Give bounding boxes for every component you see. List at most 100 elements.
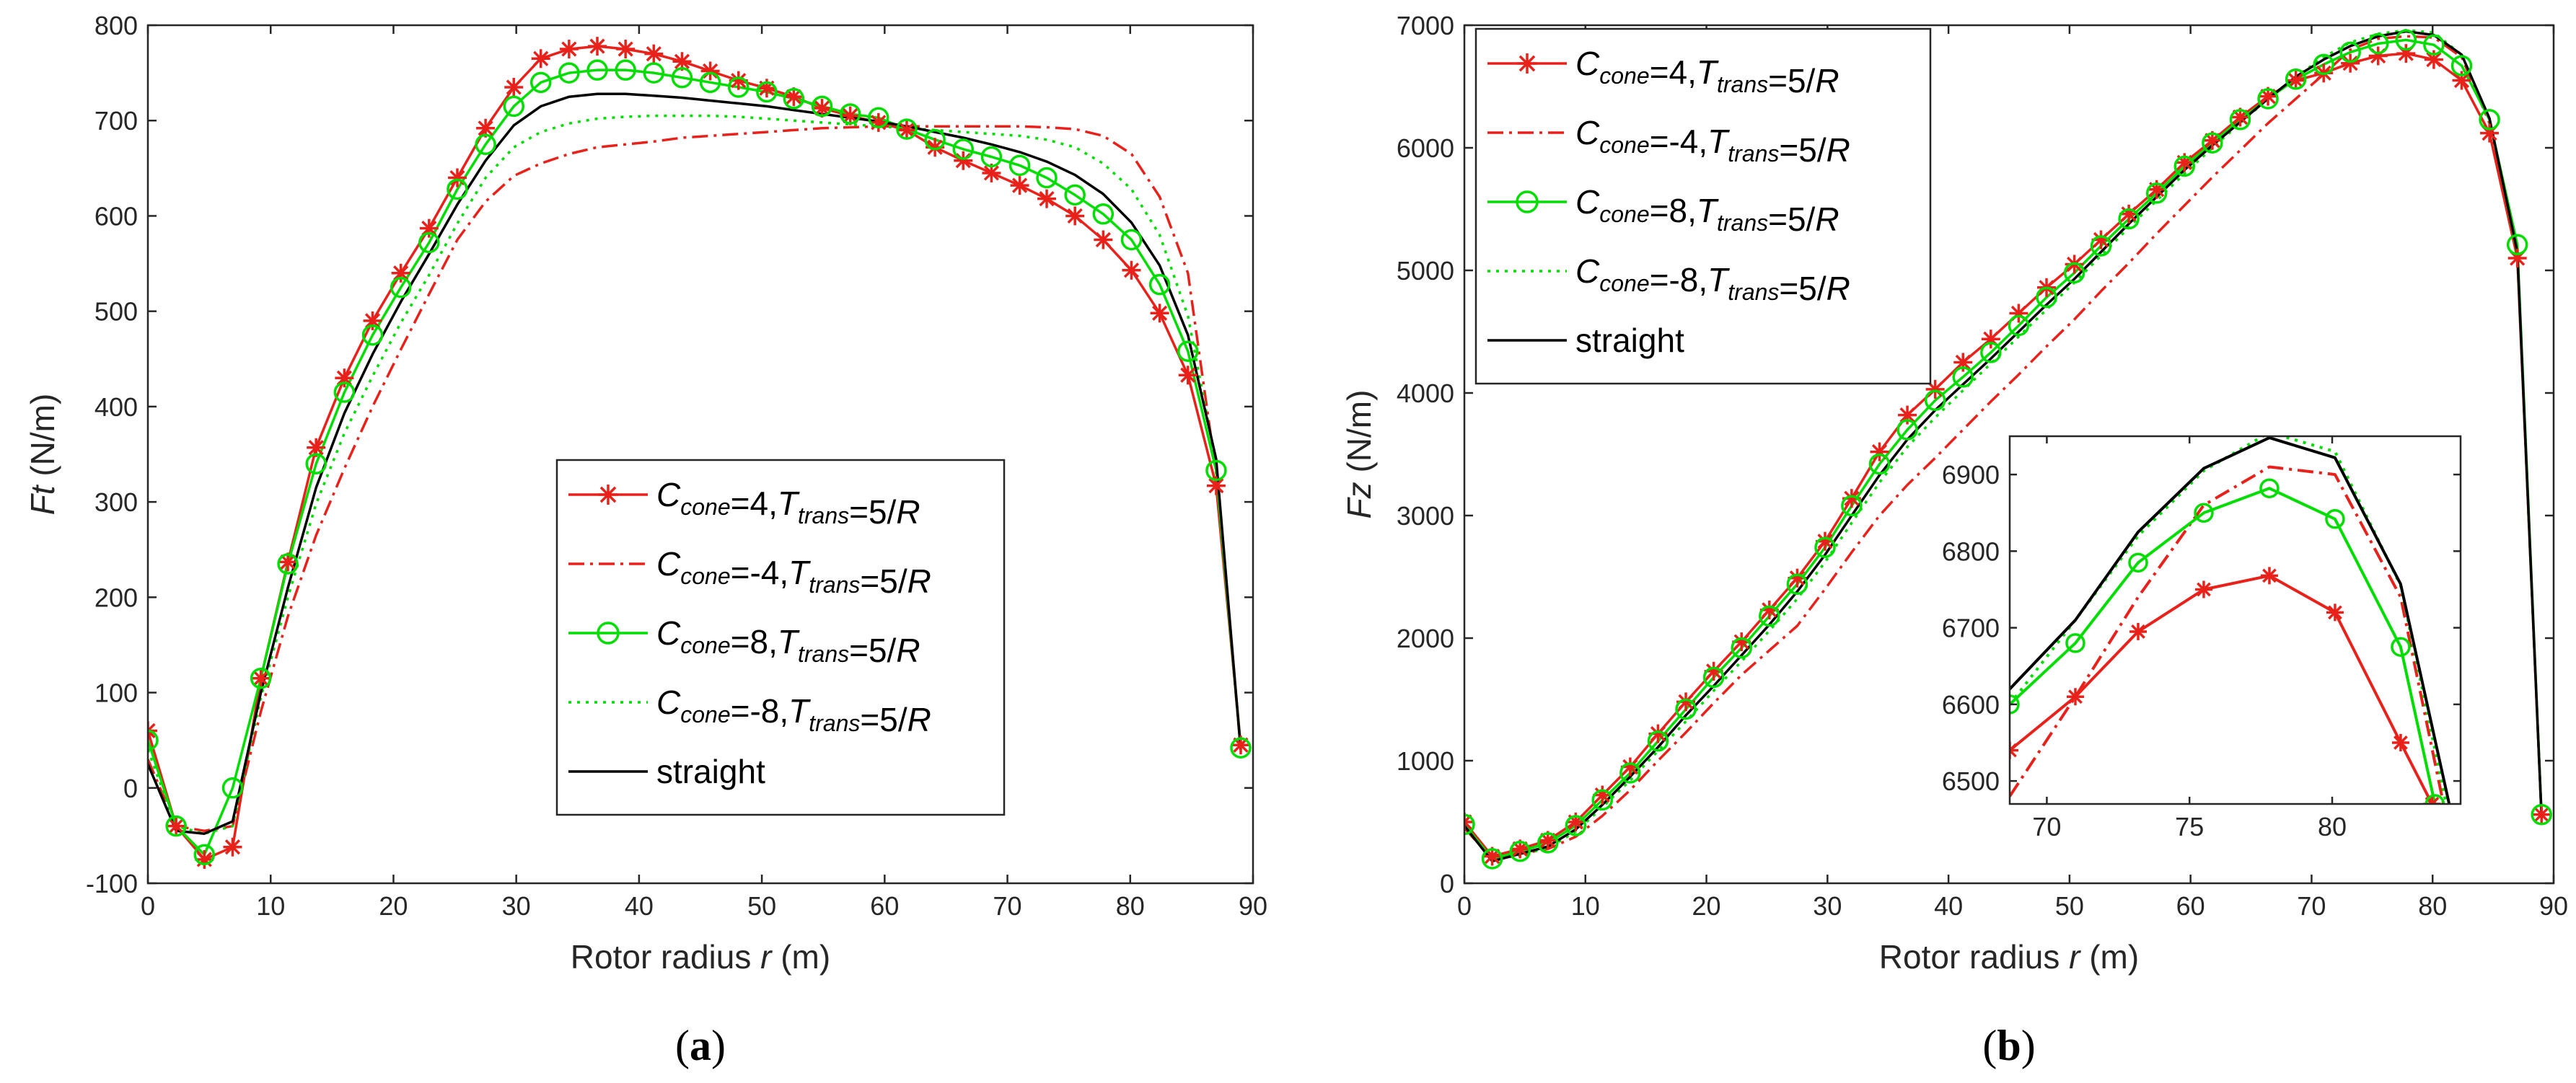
data-point: [559, 40, 579, 59]
data-point: [1178, 366, 1197, 385]
data-point: [728, 76, 749, 98]
legend-label: straight: [1575, 322, 1684, 359]
data-point: [2257, 88, 2279, 110]
y-axis-label: Fz (N/m): [1340, 390, 1378, 519]
data-point: [980, 146, 1003, 168]
data-point: [671, 66, 693, 89]
data-point: [1148, 273, 1171, 296]
data-point: [2129, 622, 2148, 640]
y-tick-label: 0: [123, 774, 138, 803]
data-point: [363, 311, 382, 330]
y-tick-label: 6600: [1942, 690, 2000, 720]
data-point: [1037, 189, 1057, 208]
series-line: [148, 92, 1242, 835]
series-line: [2010, 465, 2445, 804]
y-tick-label: 500: [94, 297, 138, 327]
data-point: [250, 667, 272, 689]
data-point: [1230, 737, 1252, 759]
y-tick-label: 0: [1440, 869, 1454, 898]
data-point: [2339, 41, 2361, 63]
data-point: [447, 178, 468, 200]
series-line: [148, 68, 1242, 857]
axes-frame: [146, 24, 1254, 885]
data-point: [1509, 841, 1531, 862]
y-tick-label: 6700: [1942, 614, 2000, 643]
data-point: [2450, 55, 2473, 76]
series-line: [148, 45, 1242, 861]
data-point: [558, 62, 580, 84]
data-point: [165, 815, 187, 837]
data-point: [419, 218, 439, 238]
x-tick-label: 20: [379, 891, 408, 921]
data-point: [897, 120, 916, 140]
data-point: [1150, 304, 1169, 323]
data-point: [2424, 50, 2443, 69]
legend-label: Ccone=4,Ttrans=5/R: [1575, 45, 1839, 100]
panel-a-label: (a): [675, 1022, 726, 1069]
data-point: [1759, 605, 1780, 627]
data-point: [195, 849, 214, 869]
data-point: [390, 276, 412, 299]
legend-label: Ccone=8,Ttrans=5/R: [656, 614, 920, 669]
x-tick-label: 75: [2175, 812, 2204, 841]
data-point: [2036, 286, 2057, 309]
y-tick-label: 700: [94, 106, 138, 136]
series-line: [1464, 35, 2543, 860]
data-point: [1517, 53, 1537, 74]
data-point: [2008, 314, 2030, 337]
data-point: [2065, 633, 2085, 653]
axes-frame: [2008, 435, 2462, 805]
y-tick-label: -100: [86, 869, 138, 898]
data-point: [503, 95, 525, 118]
data-point: [251, 668, 271, 688]
data-point: [1675, 698, 1697, 720]
data-point: [391, 263, 410, 283]
series-line: [1464, 52, 2543, 858]
y-tick-label: 6800: [1942, 536, 2000, 566]
data-point: [2066, 688, 2084, 706]
data-point: [783, 88, 805, 110]
data-point: [1896, 419, 1918, 441]
data-point: [221, 777, 244, 799]
data-point: [1565, 815, 1587, 836]
data-point: [167, 816, 186, 836]
legend-label: Ccone=-4,Ttrans=5/R: [656, 545, 931, 600]
data-point: [1206, 476, 1226, 495]
x-tick-label: 80: [2318, 812, 2347, 841]
data-point: [2194, 580, 2212, 598]
data-point: [2479, 109, 2500, 131]
legend-label: Ccone=8,Ttrans=5/R: [1575, 183, 1839, 238]
y-tick-label: 2000: [1397, 624, 1454, 653]
axes-frame: [1463, 24, 2555, 885]
data-point: [1591, 789, 1614, 811]
y-tick-label: 7000: [1397, 11, 1454, 40]
y-tick-label: 400: [94, 392, 138, 422]
data-point: [1177, 340, 1199, 362]
data-point: [1464, 813, 1475, 836]
data-point: [1647, 730, 1669, 752]
data-point: [1065, 206, 1085, 226]
y-axis-label: Ft (N/m): [24, 394, 61, 516]
x-tick-label: 0: [141, 891, 155, 921]
data-point: [588, 37, 607, 56]
data-point: [952, 138, 975, 160]
data-point: [1702, 666, 1725, 689]
x-tick-label: 0: [1457, 891, 1472, 921]
data-point: [1120, 229, 1143, 251]
data-point: [616, 40, 636, 59]
legend-label: Ccone=-8,Ttrans=5/R: [656, 684, 931, 738]
data-point: [1980, 342, 2002, 363]
x-tick-label: 70: [2297, 891, 2326, 921]
series-line: [148, 114, 1242, 835]
series-line: [1464, 30, 2543, 863]
data-point: [896, 118, 918, 140]
x-tick-label: 40: [625, 891, 654, 921]
legend-box: [1474, 27, 1932, 385]
series-line: [2010, 436, 2451, 804]
data-point: [2010, 741, 2018, 759]
x-tick-label: 70: [993, 891, 1022, 921]
data-point: [2531, 804, 2552, 826]
x-axis-label: Rotor radius r (m): [1879, 938, 2139, 976]
data-point: [812, 99, 832, 118]
